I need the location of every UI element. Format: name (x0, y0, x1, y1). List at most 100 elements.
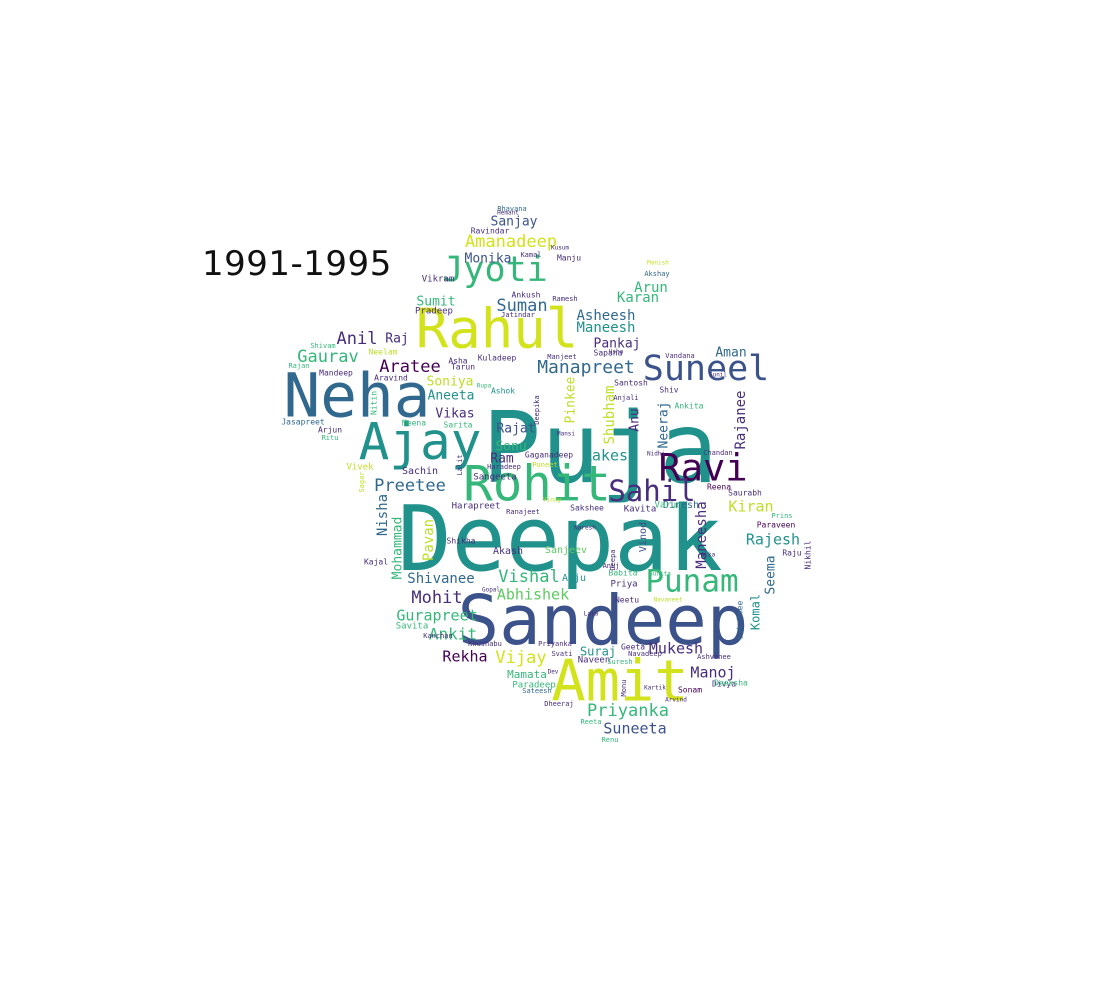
cloud-word: Sonam (678, 686, 702, 695)
cloud-word: Mamata (507, 668, 547, 681)
cloud-word: Arjun (318, 426, 342, 435)
cloud-word: Haradeep (487, 463, 521, 471)
cloud-word: Kamal (520, 251, 541, 259)
cloud-word: Vandana (665, 352, 695, 360)
cloud-word: Priyanka (587, 701, 669, 721)
cloud-word: Sangeeta (473, 473, 516, 483)
cloud-word: Rajanee (733, 390, 749, 449)
cloud-word: Navadeep (628, 650, 662, 658)
cloud-word: Prins (771, 512, 792, 520)
cloud-word: Gaganadeep (525, 451, 573, 460)
cloud-word: Punam (645, 564, 738, 600)
cloud-word: Naresh (574, 525, 596, 532)
cloud-word: Aravind (374, 374, 408, 383)
cloud-word: Akash (493, 546, 523, 557)
cloud-word: Shiv (659, 386, 678, 395)
cloud-word: Suraj (580, 645, 616, 659)
cloud-word: Soniya (427, 375, 474, 390)
cloud-word: Priya (610, 580, 637, 590)
cloud-word: Sandeep (458, 581, 749, 661)
cloud-word: Neetu (615, 596, 639, 605)
cloud-word: Rakesh (583, 447, 637, 465)
cloud-word: Karan (617, 290, 659, 306)
cloud-word: Puneet (532, 461, 557, 469)
period-title: 1991-1995 (202, 244, 392, 284)
cloud-word: Arvind (665, 697, 687, 704)
cloud-word: Dinesh (663, 500, 699, 511)
cloud-word: Babita (609, 569, 638, 578)
cloud-word: Ajay (359, 413, 482, 472)
cloud-word: Mohammad (391, 517, 406, 580)
cloud-word: Rupa (477, 383, 492, 390)
cloud-word: Shikha (447, 537, 476, 546)
cloud-word: Maneesha (694, 501, 710, 568)
cloud-word: Maneesh (576, 320, 635, 336)
cloud-word: Vishal (498, 567, 559, 587)
cloud-word: Paraveen (757, 521, 796, 530)
cloud-word: Harapreet (452, 502, 501, 512)
cloud-word: Asha (448, 357, 467, 366)
cloud-word: Paradeep (512, 681, 555, 691)
cloud-word: Akshay (644, 270, 669, 278)
cloud-word: Rajat (496, 422, 535, 437)
cloud-word: Navaneet (654, 597, 683, 604)
cloud-word: Mandeep (319, 369, 353, 378)
cloud-word: Anjali (613, 394, 638, 402)
cloud-word: Komal (749, 594, 763, 630)
cloud-word: Neelam (369, 348, 398, 357)
cloud-word: Sapana (594, 349, 623, 358)
cloud-word: Aneeta (428, 389, 475, 404)
cloud-word: Mohit (411, 588, 462, 608)
cloud-word: Pinkee (564, 376, 579, 423)
cloud-word: Ravi (658, 447, 747, 490)
cloud-word: Nisha (375, 494, 391, 536)
cloud-word: Lalit (456, 454, 464, 475)
cloud-word: Rajan (288, 362, 309, 370)
cloud-word: Arun (634, 280, 668, 296)
cloud-word: Sakshee (570, 504, 604, 513)
cloud-word: Bhavana (497, 205, 527, 213)
cloud-word: Dheeraj (544, 700, 574, 708)
cloud-word: Ramesh (552, 295, 577, 303)
cloud-word: Pankaj (594, 337, 641, 352)
cloud-word: Renu (602, 736, 619, 744)
cloud-word: Aratee (379, 357, 440, 377)
cloud-word: Lakshmee (736, 601, 745, 640)
cloud-word: Preetee (374, 476, 446, 496)
cloud-word: Manju (557, 254, 581, 263)
cloud-word: Savita (396, 622, 429, 632)
cloud-word: Abhishek (497, 586, 569, 604)
cloud-word: Meena (402, 419, 426, 428)
cloud-word: Gopal (482, 587, 500, 594)
cloud-word: Sahil (608, 474, 695, 508)
cloud-word: Pradeep (415, 307, 453, 317)
cloud-word: Kuladeep (478, 354, 517, 363)
cloud-word: Lata (584, 611, 599, 618)
cloud-word: Jatindar (501, 311, 535, 319)
cloud-word: Vivek (346, 463, 374, 473)
cloud-word: Sachin (402, 466, 438, 477)
cloud-word: Pavan (421, 519, 437, 561)
cloud-word: Nikhil (804, 540, 813, 569)
cloud-word: Reeta (580, 718, 601, 726)
cloud-word: Sateesh (522, 687, 552, 695)
cloud-word: Tarun (451, 363, 475, 372)
cloud-word: Mukesh (649, 640, 703, 658)
cloud-word: Anu (628, 408, 643, 431)
cloud-word: Ravindar (471, 227, 510, 236)
cloud-word: Ashvanee (697, 653, 731, 661)
cloud-word: Jyoti (442, 250, 547, 290)
cloud-word: Ankit (429, 625, 477, 644)
cloud-word: Anju (562, 573, 586, 584)
cloud-word: Nitin (370, 391, 379, 415)
cloud-word: Shivam (310, 342, 335, 350)
cloud-word: Ram (490, 452, 514, 467)
cloud-word: Kiran (728, 498, 773, 516)
cloud-word: Deeksha (714, 679, 748, 688)
cloud-word: Sumit (416, 295, 455, 310)
cloud-word: Rahul (416, 298, 579, 361)
cloud-word: Sanjeev (545, 545, 587, 556)
cloud-word: Manish (647, 260, 669, 267)
cloud-word: Sunita (649, 571, 671, 578)
